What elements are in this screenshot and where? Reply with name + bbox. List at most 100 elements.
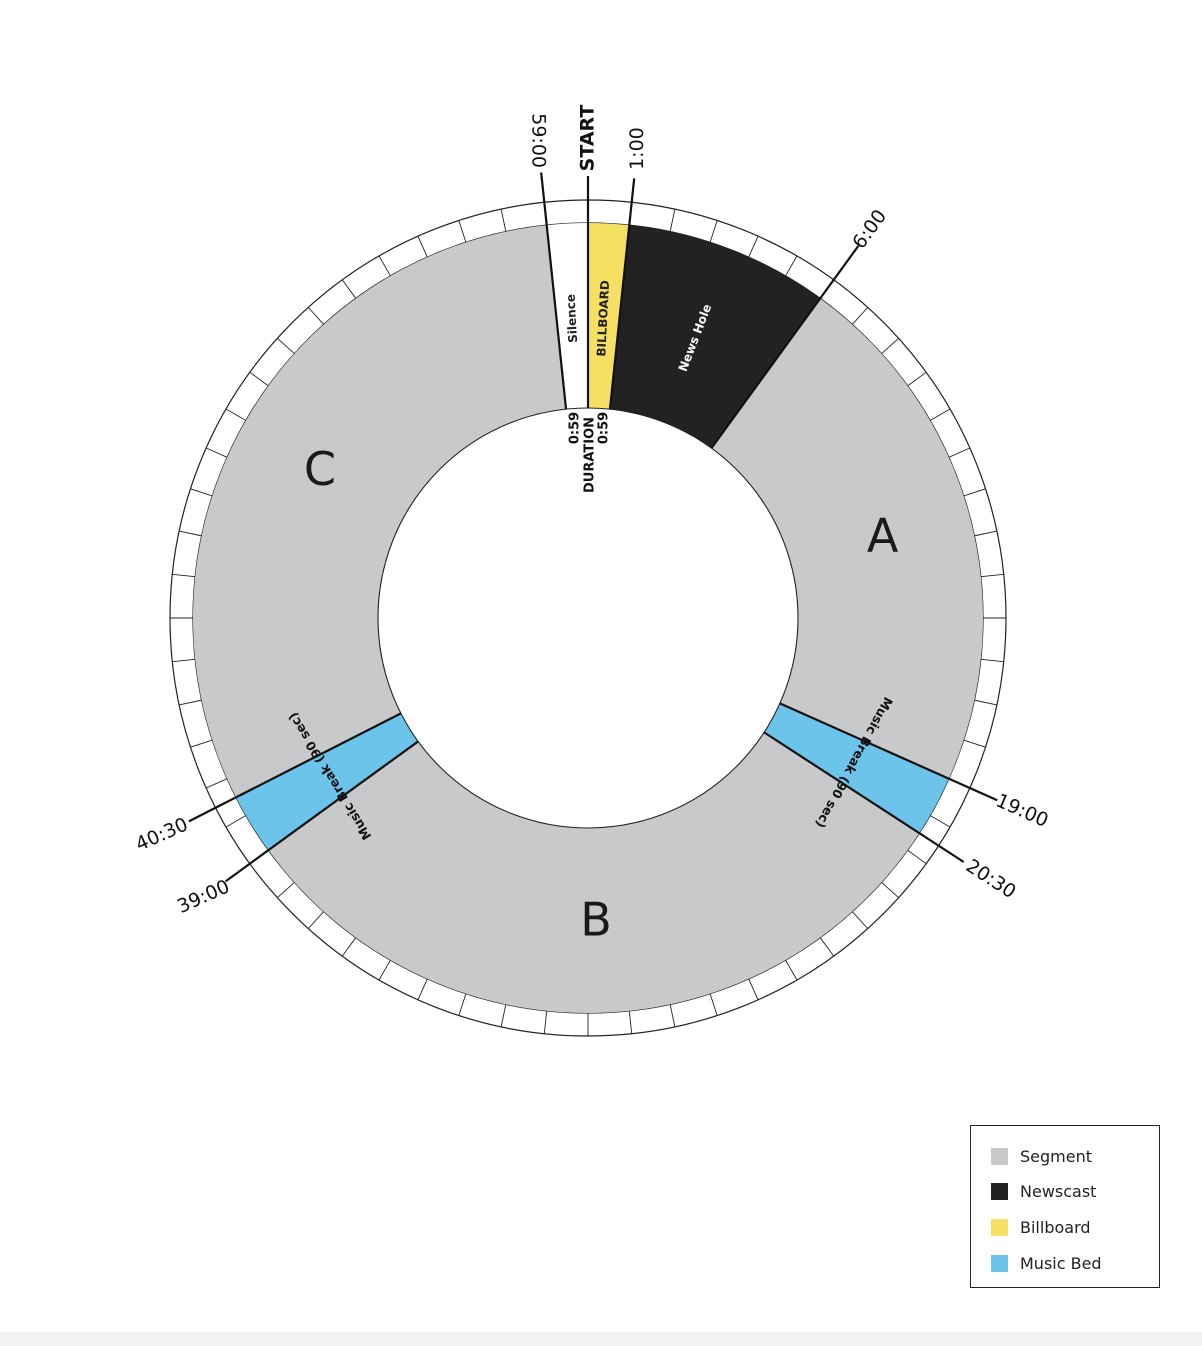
marker-line-6 bbox=[710, 245, 860, 449]
minute-tick bbox=[851, 307, 869, 325]
legend: Segment Newscast Billboard Music Bed bbox=[970, 1125, 1160, 1288]
segment-segment-c bbox=[192, 225, 567, 798]
minute-tick bbox=[543, 1010, 548, 1034]
legend-item-music-bed: Music Bed bbox=[991, 1253, 1102, 1273]
minute-tick bbox=[748, 235, 759, 258]
minute-tick bbox=[748, 978, 759, 1001]
minute-tick bbox=[277, 337, 295, 355]
segment-music-break-1 bbox=[764, 703, 949, 834]
minute-tick bbox=[963, 488, 986, 497]
minute-tick bbox=[881, 881, 899, 899]
minute-tick bbox=[417, 235, 428, 258]
minute-tick bbox=[225, 815, 247, 828]
page-bottom-strip bbox=[0, 1332, 1202, 1346]
minute-tick bbox=[974, 699, 997, 706]
minute-tick bbox=[172, 573, 196, 578]
legend-swatch-music-bed bbox=[991, 1254, 1008, 1272]
duration-label: DURATION bbox=[583, 417, 598, 493]
segment-billboard bbox=[588, 223, 630, 410]
minute-tick bbox=[980, 573, 1004, 578]
marker-label-20-5: 20:30 bbox=[962, 855, 1020, 903]
minute-tick bbox=[205, 447, 228, 458]
minute-tick bbox=[819, 937, 835, 957]
segment-label-segment-a: A bbox=[867, 509, 899, 563]
segment-label-segment-b: B bbox=[580, 892, 612, 946]
minute-tick bbox=[500, 209, 507, 232]
minute-tick bbox=[417, 978, 428, 1001]
segment-silence bbox=[546, 223, 588, 410]
marker-label-0: START bbox=[577, 105, 599, 172]
duration-labels: 0:59 DURATION 0:59 bbox=[568, 412, 612, 493]
legend-item-segment: Segment bbox=[991, 1146, 1092, 1166]
segment-segment-b bbox=[268, 732, 920, 1013]
clock-segments bbox=[192, 223, 984, 1013]
minute-tick bbox=[341, 279, 357, 299]
marker-line-1 bbox=[608, 178, 636, 410]
minute-tick bbox=[851, 911, 869, 929]
marker-line-40-5 bbox=[188, 712, 402, 823]
minute-tick bbox=[179, 530, 202, 537]
duration-value-right: 0:59 bbox=[597, 412, 612, 444]
minute-tick bbox=[172, 658, 196, 663]
segment-label-billboard: BILLBOARD bbox=[594, 280, 612, 357]
minute-tick bbox=[628, 1010, 633, 1034]
minute-tick bbox=[307, 307, 325, 325]
marker-label-6: 6:00 bbox=[848, 206, 891, 253]
minute-tick bbox=[500, 1004, 507, 1027]
minute-tick bbox=[458, 220, 467, 243]
marker-line-59 bbox=[540, 172, 568, 410]
marker-label-39: 39:00 bbox=[174, 876, 233, 918]
marker-line-39 bbox=[224, 740, 419, 883]
legend-swatch-newscast bbox=[991, 1182, 1008, 1200]
legend-swatch-billboard bbox=[991, 1218, 1008, 1236]
minute-tick bbox=[341, 937, 357, 957]
minute-tick bbox=[980, 658, 1004, 663]
duration-value-left: 0:59 bbox=[568, 412, 583, 444]
minute-tick bbox=[190, 488, 213, 497]
minute-tick bbox=[669, 1004, 676, 1027]
legend-swatch-segment bbox=[991, 1147, 1008, 1165]
marker-line-19 bbox=[779, 702, 998, 802]
minute-tick bbox=[785, 255, 798, 277]
minute-tick bbox=[709, 220, 718, 243]
minute-tick bbox=[948, 447, 971, 458]
segment-label-segment-c: C bbox=[304, 442, 336, 496]
minute-tick bbox=[249, 371, 269, 387]
marker-label-40-5: 40:30 bbox=[132, 813, 191, 855]
minute-tick bbox=[881, 337, 899, 355]
minute-tick bbox=[458, 993, 467, 1016]
legend-label-segment: Segment bbox=[1020, 1146, 1092, 1166]
legend-label-music-bed: Music Bed bbox=[1020, 1253, 1102, 1273]
minute-tick bbox=[974, 530, 997, 537]
time-marker-lines bbox=[188, 172, 998, 883]
marker-label-59: 59:00 bbox=[527, 113, 549, 168]
segment-segment-a bbox=[711, 298, 984, 779]
minute-tick bbox=[963, 739, 986, 748]
minute-tick bbox=[378, 959, 391, 981]
segment-music-break-2 bbox=[236, 713, 419, 851]
minute-tick bbox=[378, 255, 391, 277]
minute-tick bbox=[205, 778, 228, 789]
marker-line-20-5 bbox=[763, 731, 965, 863]
legend-item-newscast: Newscast bbox=[991, 1181, 1096, 1201]
minute-tick bbox=[907, 371, 927, 387]
minute-tick bbox=[190, 739, 213, 748]
segment-newshole bbox=[609, 225, 821, 449]
minute-tick bbox=[929, 408, 951, 421]
minute-tick bbox=[709, 993, 718, 1016]
minute-tick bbox=[669, 209, 676, 232]
minute-tick bbox=[277, 881, 295, 899]
segment-label-silence: Silence bbox=[564, 294, 581, 343]
minute-tick bbox=[225, 408, 247, 421]
minute-tick bbox=[179, 699, 202, 706]
legend-label-newscast: Newscast bbox=[1020, 1181, 1097, 1201]
legend-item-billboard: Billboard bbox=[991, 1217, 1091, 1237]
minute-tick bbox=[785, 959, 798, 981]
marker-label-1: 1:00 bbox=[626, 127, 648, 170]
legend-label-billboard: Billboard bbox=[1020, 1217, 1091, 1237]
minute-tick bbox=[907, 849, 927, 865]
marker-label-19: 19:00 bbox=[993, 790, 1052, 832]
minute-tick bbox=[929, 815, 951, 828]
minute-tick bbox=[307, 911, 325, 929]
